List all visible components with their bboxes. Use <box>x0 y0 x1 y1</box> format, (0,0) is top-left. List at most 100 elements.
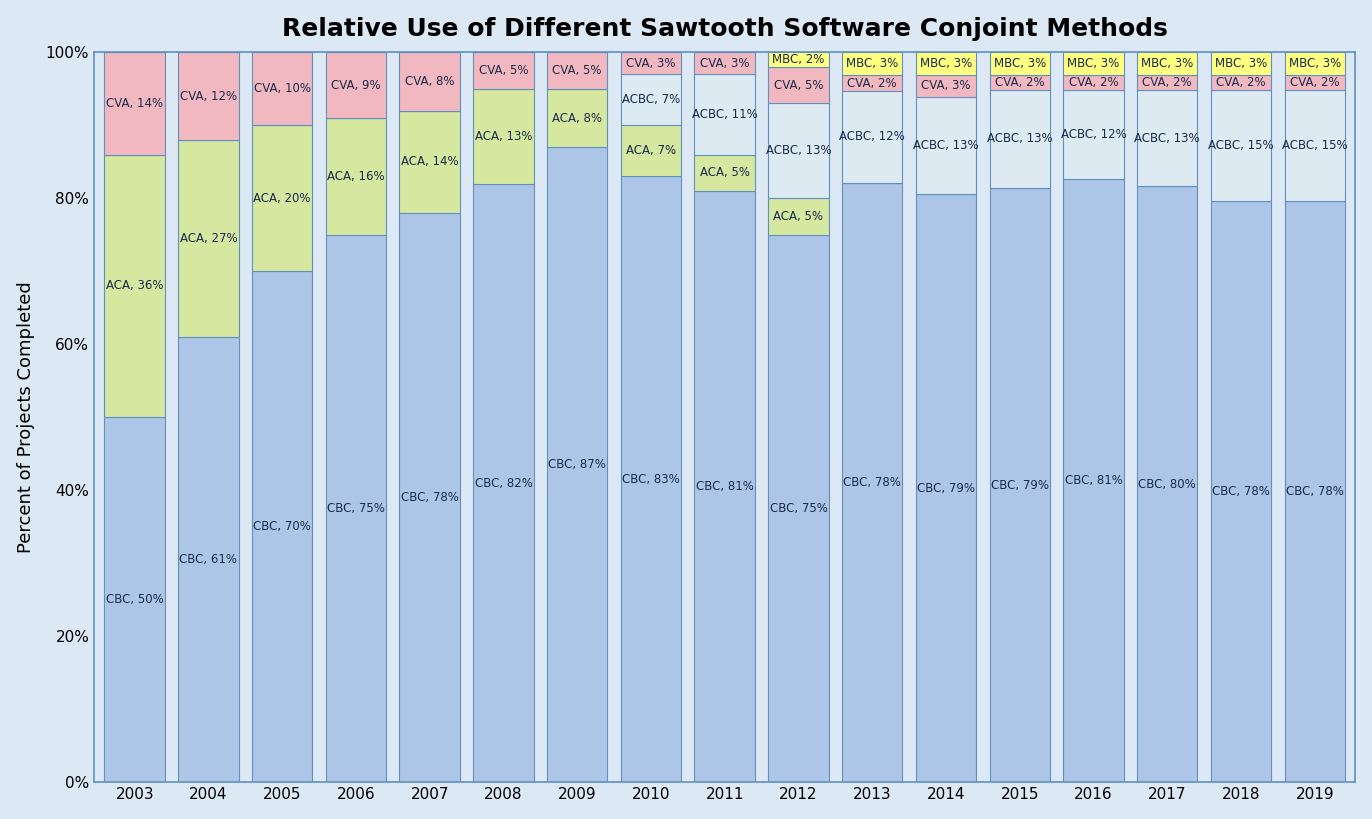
Text: MBC, 3%: MBC, 3% <box>919 57 973 70</box>
Text: ACA, 8%: ACA, 8% <box>552 111 602 124</box>
Text: CBC, 75%: CBC, 75% <box>327 502 386 515</box>
Bar <box>842 183 903 782</box>
Text: MBC, 3%: MBC, 3% <box>1214 57 1268 70</box>
Bar <box>1284 89 1345 201</box>
Text: CVA, 10%: CVA, 10% <box>254 83 310 95</box>
Text: CVA, 2%: CVA, 2% <box>1216 75 1266 88</box>
Text: ACBC, 13%: ACBC, 13% <box>986 133 1052 146</box>
Y-axis label: Percent of Projects Completed: Percent of Projects Completed <box>16 282 34 554</box>
Text: CVA, 2%: CVA, 2% <box>1143 75 1192 88</box>
Bar <box>694 155 755 191</box>
Bar <box>915 194 977 782</box>
Text: CVA, 2%: CVA, 2% <box>848 76 897 89</box>
Bar <box>547 52 608 88</box>
Text: CBC, 78%: CBC, 78% <box>1211 486 1270 499</box>
Bar <box>325 52 386 118</box>
Text: MBC, 3%: MBC, 3% <box>1288 57 1340 70</box>
Text: ACA, 13%: ACA, 13% <box>475 129 532 143</box>
Text: MBC, 3%: MBC, 3% <box>847 57 899 70</box>
Text: ACA, 27%: ACA, 27% <box>180 232 237 245</box>
Text: CBC, 50%: CBC, 50% <box>106 594 163 606</box>
Text: CBC, 82%: CBC, 82% <box>475 477 532 490</box>
Bar <box>694 191 755 782</box>
Bar <box>768 67 829 103</box>
Bar <box>252 125 313 271</box>
Text: ACBC, 15%: ACBC, 15% <box>1281 139 1347 152</box>
Bar <box>399 213 460 782</box>
Text: CBC, 79%: CBC, 79% <box>916 482 975 495</box>
Text: CBC, 78%: CBC, 78% <box>1286 486 1343 499</box>
Bar <box>842 52 903 75</box>
Bar <box>1137 187 1198 782</box>
Bar <box>1063 52 1124 75</box>
Text: ACBC, 13%: ACBC, 13% <box>766 144 831 157</box>
Text: CVA, 3%: CVA, 3% <box>921 79 971 93</box>
Bar <box>842 75 903 91</box>
Bar <box>694 52 755 75</box>
Text: ACA, 36%: ACA, 36% <box>106 279 163 292</box>
Bar <box>1284 201 1345 782</box>
Bar <box>1137 75 1198 89</box>
Bar <box>399 111 460 213</box>
Text: CVA, 5%: CVA, 5% <box>774 79 823 92</box>
Text: CBC, 79%: CBC, 79% <box>991 478 1048 491</box>
Bar <box>620 176 682 782</box>
Text: CBC, 81%: CBC, 81% <box>1065 474 1122 487</box>
Text: ACBC, 12%: ACBC, 12% <box>840 130 906 143</box>
Text: CVA, 14%: CVA, 14% <box>106 97 163 110</box>
Text: CBC, 78%: CBC, 78% <box>844 476 901 489</box>
Bar <box>178 140 239 337</box>
Bar <box>178 52 239 140</box>
Bar <box>1284 52 1345 75</box>
Text: ACBC, 15%: ACBC, 15% <box>1209 139 1273 152</box>
Bar <box>547 147 608 782</box>
Text: CBC, 87%: CBC, 87% <box>549 459 606 472</box>
Text: CBC, 83%: CBC, 83% <box>622 473 681 486</box>
Title: Relative Use of Different Sawtooth Software Conjoint Methods: Relative Use of Different Sawtooth Softw… <box>281 16 1168 41</box>
Text: CVA, 3%: CVA, 3% <box>700 57 749 70</box>
Bar <box>1210 75 1272 89</box>
Text: CVA, 2%: CVA, 2% <box>1069 75 1118 88</box>
Bar <box>104 52 165 155</box>
Bar <box>1210 89 1272 201</box>
Bar <box>1210 201 1272 782</box>
Text: CBC, 70%: CBC, 70% <box>254 520 311 533</box>
Bar <box>252 271 313 782</box>
Bar <box>399 52 460 111</box>
Text: ACA, 5%: ACA, 5% <box>774 210 823 223</box>
Text: MBC, 3%: MBC, 3% <box>1067 57 1120 70</box>
Text: CBC, 81%: CBC, 81% <box>696 480 753 493</box>
Bar <box>104 418 165 782</box>
Text: CBC, 78%: CBC, 78% <box>401 491 458 505</box>
Text: CVA, 5%: CVA, 5% <box>553 64 602 77</box>
Bar <box>989 75 1050 90</box>
Bar <box>473 183 534 782</box>
Bar <box>989 188 1050 782</box>
Bar <box>1284 75 1345 89</box>
Text: ACA, 14%: ACA, 14% <box>401 156 458 169</box>
Text: ACBC, 11%: ACBC, 11% <box>691 108 757 121</box>
Bar <box>473 52 534 88</box>
Bar <box>768 198 829 235</box>
Bar <box>620 125 682 176</box>
Text: ACA, 16%: ACA, 16% <box>327 170 384 183</box>
Text: CVA, 9%: CVA, 9% <box>331 79 381 92</box>
Bar <box>620 75 682 125</box>
Text: ACBC, 13%: ACBC, 13% <box>914 139 978 152</box>
Text: ACA, 7%: ACA, 7% <box>626 144 676 157</box>
Bar <box>1063 179 1124 782</box>
Bar <box>325 118 386 235</box>
Bar <box>915 52 977 75</box>
Text: CVA, 8%: CVA, 8% <box>405 75 454 88</box>
Bar <box>768 235 829 782</box>
Text: CVA, 3%: CVA, 3% <box>626 57 676 70</box>
Text: MBC, 3%: MBC, 3% <box>993 57 1045 70</box>
Text: ACA, 5%: ACA, 5% <box>700 166 749 179</box>
Bar <box>252 52 313 125</box>
Text: MBC, 2%: MBC, 2% <box>772 53 825 66</box>
Bar <box>842 91 903 183</box>
Bar <box>768 52 829 67</box>
Bar <box>547 88 608 147</box>
Text: MBC, 3%: MBC, 3% <box>1142 57 1194 70</box>
Text: CVA, 2%: CVA, 2% <box>1290 75 1339 88</box>
